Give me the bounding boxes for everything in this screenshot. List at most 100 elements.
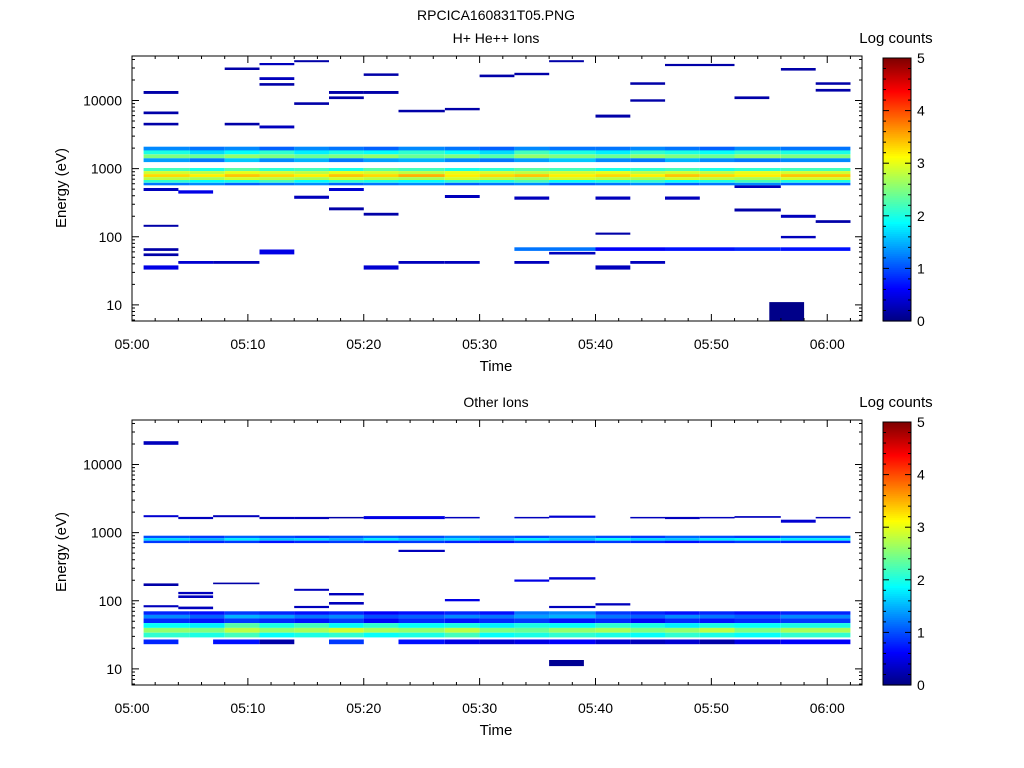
heatmap-cell [780,632,851,638]
heatmap-cell [178,606,214,610]
heatmap-cell [514,614,550,619]
colorbar-segment [883,119,911,123]
heatmap-cell [630,154,666,159]
heatmap-cell [259,174,295,178]
colorbar-segment [883,283,911,286]
heatmap-cell [398,618,445,624]
heatmap-cell [549,515,596,518]
colorbar-label: Log counts [859,30,932,47]
heatmap-cell [259,618,295,624]
heatmap-cell [734,611,781,615]
heatmap-cell [699,154,735,159]
heatmap-cell [780,540,851,544]
colorbar-segment [883,169,911,173]
colorbar-tick-label: 1 [917,260,925,276]
colorbar-segment [883,505,911,509]
heatmap-cell [398,174,445,178]
heatmap-cell [444,611,480,615]
colorbar-segment [883,315,911,318]
heatmap-cell [549,146,596,151]
heatmap-cell [259,63,295,66]
heatmap-cell [734,639,781,645]
heatmap-cell [294,182,329,186]
colorbar-segment [883,587,911,590]
heatmap-cell [224,67,260,70]
colorbar-segment [883,571,911,575]
heatmap-cell [444,632,480,638]
heatmap-cell [514,154,550,159]
heatmap-cell [224,150,260,155]
heatmap-cell [224,182,260,186]
colorbar-segment [883,529,911,533]
y-tick-label: 1000 [91,525,122,541]
x-tick-label: 05:10 [230,336,265,352]
colorbar-segment [883,275,911,278]
heatmap-cell [329,146,364,151]
colorbar-segment [883,667,911,670]
colorbar-segment [883,121,911,125]
heatmap-cell [479,618,515,624]
heatmap-cell [444,639,480,645]
heatmap-cell [549,180,596,183]
colorbar: 0 1 2 3 4 5 [882,50,925,329]
heatmap-cell [780,611,851,615]
colorbar-segment [883,621,911,624]
colorbar-segment [883,235,911,238]
colorbar-segment [883,93,911,97]
heatmap-cell [259,146,295,151]
heatmap-cell [294,614,329,619]
colorbar-segment [883,523,911,527]
x-tick-label: 05:00 [114,700,149,716]
colorbar-segment [883,129,911,133]
colorbar-tick-label: 0 [917,313,925,329]
heatmap-cell [143,611,190,615]
heatmap-cell [665,63,735,67]
colorbar-segment [883,575,911,579]
heatmap-cell [734,516,781,518]
heatmap-cell [699,540,735,544]
heatmap-cell [444,174,480,178]
colorbar-segment [883,209,911,213]
colorbar-segment [883,145,911,149]
heatmap-cell [514,180,550,183]
colorbar-segment [883,485,911,489]
x-tick-label: 05:10 [230,700,265,716]
heatmap-cell [398,614,445,619]
colorbar-segment [883,639,911,642]
heatmap-cell [329,158,364,163]
heatmap-cell [595,114,631,118]
heatmap-cell [444,150,480,155]
heatmap-cell [363,614,399,619]
colorbar-segment [883,495,911,499]
heatmap-cell [514,247,596,251]
heatmap-cell [329,627,364,633]
colorbar-segment [883,141,911,145]
heatmap-cell [363,212,399,216]
heatmap-cell [665,611,700,615]
heatmap-cell [329,535,364,539]
heatmap-cell [479,639,515,645]
colorbar-segment [883,307,911,310]
colorbar-segment [883,589,911,592]
colorbar-segment [883,535,911,539]
heatmap-cell [329,614,364,619]
colorbar-segment [883,175,911,179]
heatmap-cell [734,623,781,628]
colorbar-segment [883,271,911,274]
colorbar-segment [883,637,911,640]
colorbar-segment [883,133,911,137]
colorbar-segment [883,671,911,674]
heatmap-cell [665,150,700,155]
heatmap-cell [479,150,515,155]
colorbar-segment [883,645,911,648]
heatmap-cell [549,182,596,186]
colorbar-segment [883,67,911,71]
x-tick-label: 05:40 [578,336,613,352]
heatmap-cell [734,535,781,539]
heatmap-cell [549,605,596,609]
heatmap-cell [595,154,631,159]
y-tick-label: 10 [106,661,122,677]
heatmap-cell [549,577,596,580]
heatmap-cells [143,60,851,321]
colorbar-segment [883,147,911,151]
